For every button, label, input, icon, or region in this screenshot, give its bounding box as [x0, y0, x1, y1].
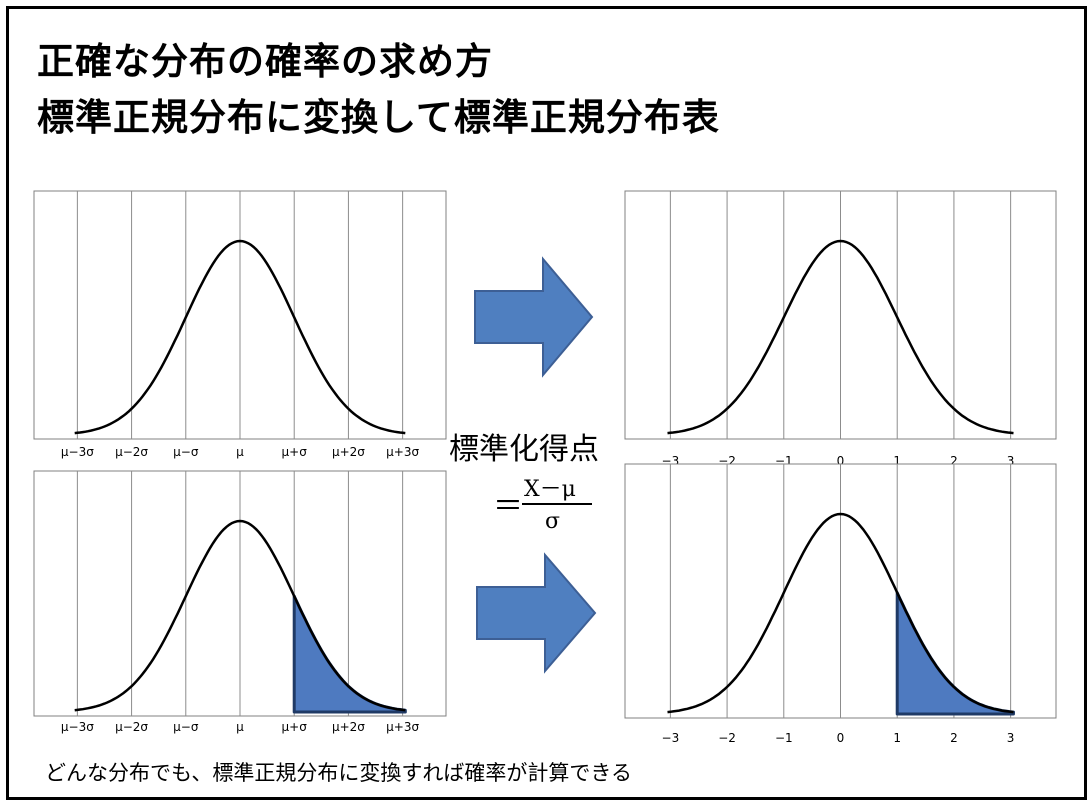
normal-curve	[74, 519, 406, 712]
normal-curve	[74, 239, 406, 435]
normal-curve	[667, 512, 1014, 714]
tick-label: μ−σ	[173, 445, 199, 459]
tick-label: μ	[236, 720, 244, 734]
caption: どんな分布でも、標準正規分布に変換すれば確率が計算できる	[45, 761, 632, 785]
tick-label: μ−3σ	[61, 445, 94, 459]
standard-score-label: 標準化得点	[449, 432, 599, 467]
tick-label: 0	[837, 454, 845, 468]
title-line-2: 標準正規分布に変換して標準正規分布表	[37, 96, 720, 139]
tick-label: 3	[1007, 454, 1015, 468]
tick-label: −2	[718, 731, 736, 745]
tick-label: 1	[893, 454, 901, 468]
fraction-bar	[522, 503, 592, 505]
tick-label: −3	[662, 731, 680, 745]
chart-panel-standard-top: −3 −2 −1 0 1 2 3	[624, 190, 1057, 468]
tick-label: μ+2σ	[332, 445, 365, 459]
tick-label: 2	[950, 731, 958, 745]
normal-curve	[667, 239, 1014, 435]
tick-label: μ−σ	[173, 720, 199, 734]
title-line-1: 正確な分布の確率の求め方	[37, 40, 493, 83]
arrow-top	[474, 256, 594, 378]
tick-label: 0	[837, 731, 845, 745]
formula-equals: ＝	[493, 489, 523, 524]
tick-label: μ+σ	[282, 445, 308, 459]
tick-label: μ−2σ	[115, 445, 148, 459]
tick-label: μ+σ	[282, 720, 308, 734]
tick-label: μ−3σ	[61, 720, 94, 734]
tick-label: μ+3σ	[386, 720, 419, 734]
tick-label: μ+2σ	[332, 720, 365, 734]
diagram-canvas: μ−3σ μ−2σ μ−σ μ μ+σ μ+2σ μ+3σ −3 −2 −1 0 1 2 3 μ−3σ μ−2…	[33, 190, 1057, 745]
formula-numerator: X－μ	[524, 477, 576, 502]
chart-panel-original-top: μ−3σ μ−2σ μ−σ μ μ+σ μ+2σ μ+3σ	[33, 190, 447, 459]
tick-label: 2	[950, 454, 958, 468]
tick-label: 3	[1007, 731, 1015, 745]
slide: 正確な分布の確率の求め方 標準正規分布に変換して標準正規分布表 μ−3σ μ−2σ…	[6, 6, 1087, 800]
tick-label: −1	[775, 731, 793, 745]
tick-label: 1	[893, 731, 901, 745]
formula-denominator: σ	[545, 509, 561, 534]
chart-panel-standard-bottom: −3 −2 −1 0 1 2 3	[624, 463, 1057, 745]
tick-label: μ−2σ	[115, 720, 148, 734]
chart-panel-original-bottom: μ−3σ μ−2σ μ−σ μ μ+σ μ+2σ μ+3σ	[33, 470, 447, 734]
panels: μ−3σ μ−2σ μ−σ μ μ+σ μ+2σ μ+3σ −3 −2 −1 0 1 2 3 μ−3σ μ−2…	[33, 190, 1057, 745]
tick-label: μ+3σ	[386, 445, 419, 459]
tick-label: μ	[236, 445, 244, 459]
arrow-bottom	[476, 552, 597, 674]
